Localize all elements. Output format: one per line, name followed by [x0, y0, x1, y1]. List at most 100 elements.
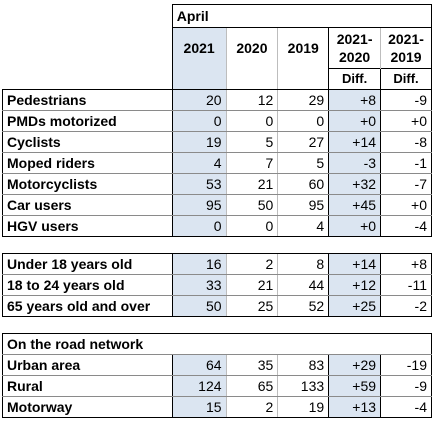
corner-blank [3, 5, 173, 28]
diff-2021-2019: -4 [380, 215, 432, 237]
header-fill [277, 68, 329, 90]
value-2019: 8 [277, 252, 329, 275]
value-2020: 21 [225, 274, 278, 296]
section-title-row: On the road network [2, 332, 432, 355]
value-2021: 19 [171, 131, 227, 153]
diff-header-line2: 2020 [339, 49, 371, 65]
value-2020: 12 [225, 88, 278, 111]
diff-2021-2020: +13 [328, 396, 381, 418]
value-2020: 0 [225, 110, 278, 132]
table-row: Cyclists 19 5 27 +14 -8 [2, 131, 432, 153]
diff-2021-2019: -9 [380, 375, 432, 397]
diff-2021-2020: +14 [328, 131, 381, 153]
table-row: Urban area 64 35 83 +29 -19 [2, 354, 432, 376]
value-2020: 0 [225, 215, 278, 237]
diff-2021-2019: -11 [380, 274, 432, 296]
diff-2021-2020: +8 [328, 88, 381, 111]
diff-header-line2: 2019 [390, 49, 422, 65]
group-road-network: On the road network Urban area 64 35 83 … [2, 332, 432, 418]
diff-subheader: Diff. [328, 68, 381, 90]
diff-header-line1: 2021- [336, 31, 373, 47]
value-2019: 27 [277, 131, 329, 153]
diff-2021-2019: -1 [380, 152, 432, 174]
row-label: 18 to 24 years old [2, 274, 173, 296]
group-spacer [3, 236, 432, 253]
row-label: Motorway [2, 396, 173, 418]
diff-2021-2019: -2 [380, 295, 432, 317]
row-label: Motorcyclists [2, 173, 173, 195]
diff-2021-2020: +0 [328, 215, 381, 237]
month-header: April [171, 4, 432, 28]
row-label: Rural [2, 375, 173, 397]
group-age: Under 18 years old 16 2 8 +14 +8 18 to 2… [2, 252, 432, 317]
diff-subheader: Diff. [380, 68, 432, 90]
value-2021: 20 [171, 88, 227, 111]
value-2019: 44 [277, 274, 329, 296]
fatalities-table: April 2021 2020 2019 2021- 2020 2021- 20… [2, 4, 432, 418]
value-2021: 0 [171, 215, 227, 237]
diff-2021-2020: +32 [328, 173, 381, 195]
diff-2021-2019: -4 [380, 396, 432, 418]
diff-2021-2019: -8 [380, 131, 432, 153]
corner-blank [3, 69, 173, 90]
spacer [3, 236, 432, 253]
value-2019: 83 [277, 354, 329, 376]
value-2020: 5 [225, 131, 278, 153]
diff-2021-2020: +25 [328, 295, 381, 317]
diff-2021-2020: +45 [328, 194, 381, 216]
row-label: PMDs motorized [2, 110, 173, 132]
diff-2021-2020: -3 [328, 152, 381, 174]
value-2020: 21 [225, 173, 278, 195]
table-row: Pedestrians 20 12 29 +8 -9 [2, 88, 432, 111]
value-2020: 50 [225, 194, 278, 216]
corner-blank [3, 28, 173, 69]
row-label: Car users [2, 194, 173, 216]
section-title-fill [172, 332, 432, 355]
value-2019: 95 [277, 194, 329, 216]
value-2021: 0 [171, 110, 227, 132]
diff-2021-2019: -7 [380, 173, 432, 195]
table-row: 65 years old and over 50 25 52 +25 -2 [2, 295, 432, 317]
value-2020: 2 [225, 396, 278, 418]
value-2021: 16 [171, 252, 227, 275]
diff-header-2021-2019: 2021- 2019 [380, 27, 432, 69]
value-2019: 52 [277, 295, 329, 317]
value-2021: 124 [171, 375, 227, 397]
value-2019: 5 [277, 152, 329, 174]
fatalities-table-container: April 2021 2020 2019 2021- 2020 2021- 20… [2, 4, 432, 418]
year-header-2019: 2019 [277, 27, 329, 69]
diff-2021-2020: +14 [328, 252, 381, 275]
value-2020: 25 [225, 295, 278, 317]
row-label: HGV users [2, 215, 173, 237]
row-label: Pedestrians [2, 88, 173, 111]
diff-2021-2020: +29 [328, 354, 381, 376]
table-row: Motorcyclists 53 21 60 +32 -7 [2, 173, 432, 195]
value-2019: 133 [277, 375, 329, 397]
value-2021: 15 [171, 396, 227, 418]
table-row: Under 18 years old 16 2 8 +14 +8 [2, 252, 432, 275]
value-2021: 50 [171, 295, 227, 317]
spacer [3, 316, 432, 333]
diff-2021-2020: +0 [328, 110, 381, 132]
value-2019: 60 [277, 173, 329, 195]
year-header-2020: 2020 [225, 27, 278, 69]
value-2021: 53 [171, 173, 227, 195]
diff-2021-2019: +0 [380, 110, 432, 132]
row-label: Moped riders [2, 152, 173, 174]
header-fill [225, 68, 278, 90]
table-row: PMDs motorized 0 0 0 +0 +0 [2, 110, 432, 132]
diff-header-line1: 2021- [388, 31, 424, 47]
value-2021: 4 [171, 152, 227, 174]
year-header-2021: 2021 [171, 27, 227, 69]
value-2021: 64 [171, 354, 227, 376]
value-2020: 2 [225, 252, 278, 275]
diff-2021-2019: +0 [380, 194, 432, 216]
value-2020: 65 [225, 375, 278, 397]
table-header: April 2021 2020 2019 2021- 2020 2021- 20… [3, 4, 432, 90]
row-label: 65 years old and over [2, 295, 173, 317]
diff-2021-2019: +8 [380, 252, 432, 275]
diff-header-2021-2020: 2021- 2020 [328, 27, 381, 69]
diff-2021-2019: -19 [380, 354, 432, 376]
diff-2021-2020: +59 [328, 375, 381, 397]
value-2021: 95 [171, 194, 227, 216]
